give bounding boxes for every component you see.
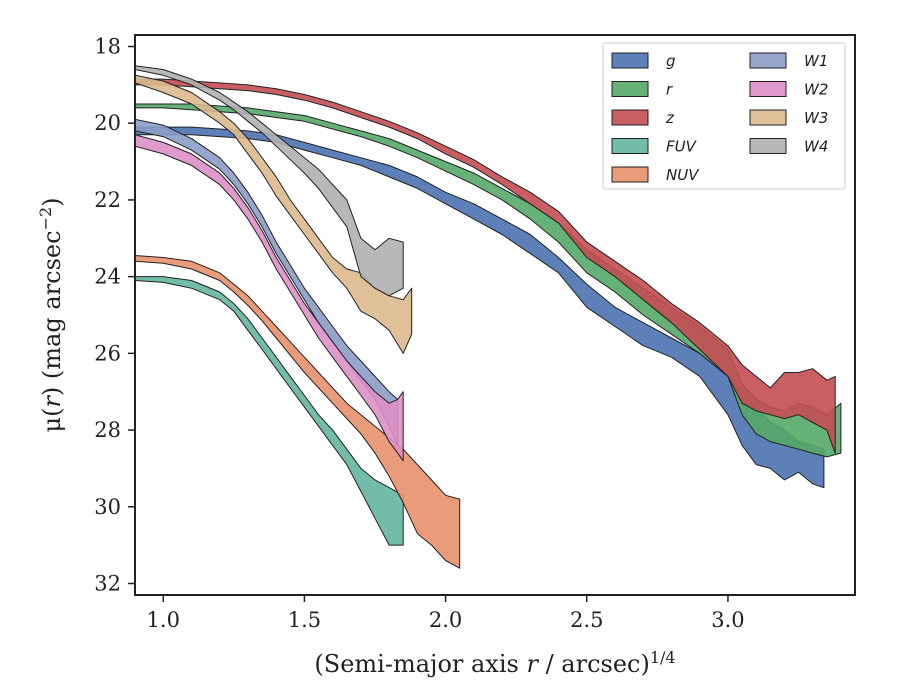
x-tick-label: 2.0 [429,608,462,632]
x-tick-label: 1.5 [288,608,321,632]
band-layer [135,65,842,569]
legend-swatch-w1 [749,52,787,69]
x-axis-label: (Semi-major axis r / arcsec)1/4 [314,648,675,679]
legend-label-w3: W3 [804,109,828,127]
x-axis: 1.0 1.5 2.0 2.5 3.0 [147,595,745,632]
y-tick-label: 32 [94,571,121,595]
x-tick-label: 1.0 [147,608,180,632]
y-tick-label: 30 [94,495,121,519]
band-w2 [135,134,404,462]
x-tick-label: 2.5 [570,608,603,632]
legend-label-w1: W1 [804,52,828,70]
y-axis-label: μ(r) (mag arcsec−2) [36,197,67,432]
legend-swatch-fuv [611,138,649,154]
x-tick-label: 3.0 [711,608,744,632]
band-nuv [135,255,461,569]
band-r [135,103,842,458]
legend-swatch-w3 [749,109,787,126]
legend-label-r: r [666,81,673,99]
y-tick-label: 28 [94,418,121,442]
legend-label-z: z [665,109,675,127]
y-tick-label: 24 [94,265,121,289]
legend-swatch-r [611,81,649,97]
legend-swatch-z [611,109,649,126]
plot-frame [134,34,856,596]
legend-swatch-nuv [611,166,649,183]
legend-label-fuv: FUV [666,138,698,156]
y-tick-label: 22 [94,188,121,212]
y-tick-label: 26 [94,341,121,365]
band-z [135,78,836,454]
legend: grz FUV NUV W1 W2 W3 W4 [602,42,846,190]
y-tick-label: 20 [94,111,121,135]
legend-swatch-w4 [749,138,787,154]
band-w3 [135,74,413,354]
band-w4 [135,65,404,297]
legend-label-w2: W2 [804,81,828,99]
band-fuv [135,276,404,546]
band-g [135,126,825,489]
legend-swatch-g [611,52,649,69]
legend-label-nuv: NUV [666,166,700,184]
legend-swatch-w2 [749,81,787,97]
legend-label-w4: W4 [804,138,828,156]
y-axis: 18 20 22 24 26 28 30 32 [94,35,135,595]
legend-label-g: g [666,52,676,70]
y-tick-label: 18 [94,35,121,59]
